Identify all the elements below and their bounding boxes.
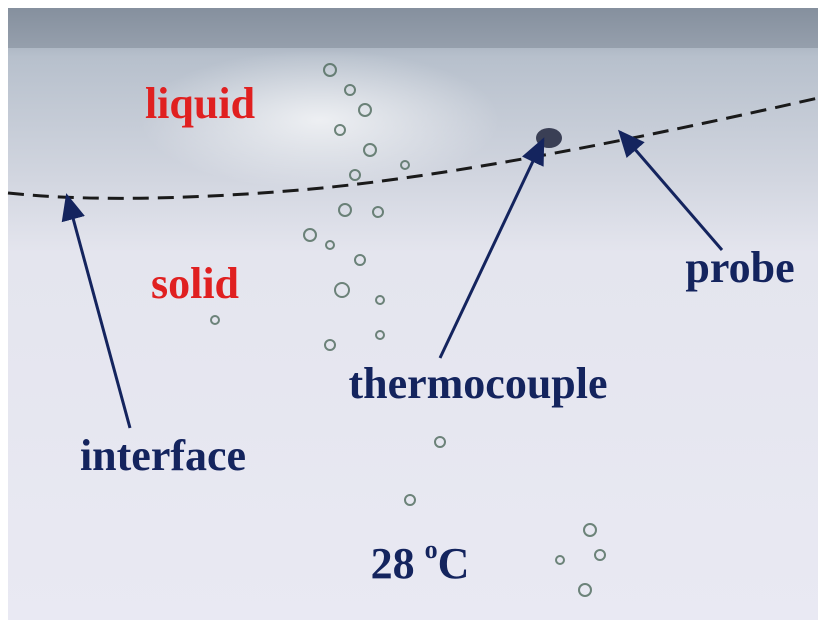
photo: liquid solid probe thermocouple interfac… bbox=[0, 0, 825, 628]
temp-degree: o bbox=[425, 535, 438, 564]
label-liquid: liquid bbox=[145, 79, 255, 128]
label-thermocouple: thermocouple bbox=[348, 359, 607, 408]
label-probe: probe bbox=[685, 243, 794, 292]
temp-number: 28 bbox=[371, 539, 415, 588]
label-interface: interface bbox=[80, 431, 246, 480]
temp-unit: C bbox=[438, 539, 470, 588]
label-solid: solid bbox=[151, 259, 239, 308]
top-band bbox=[8, 8, 818, 48]
